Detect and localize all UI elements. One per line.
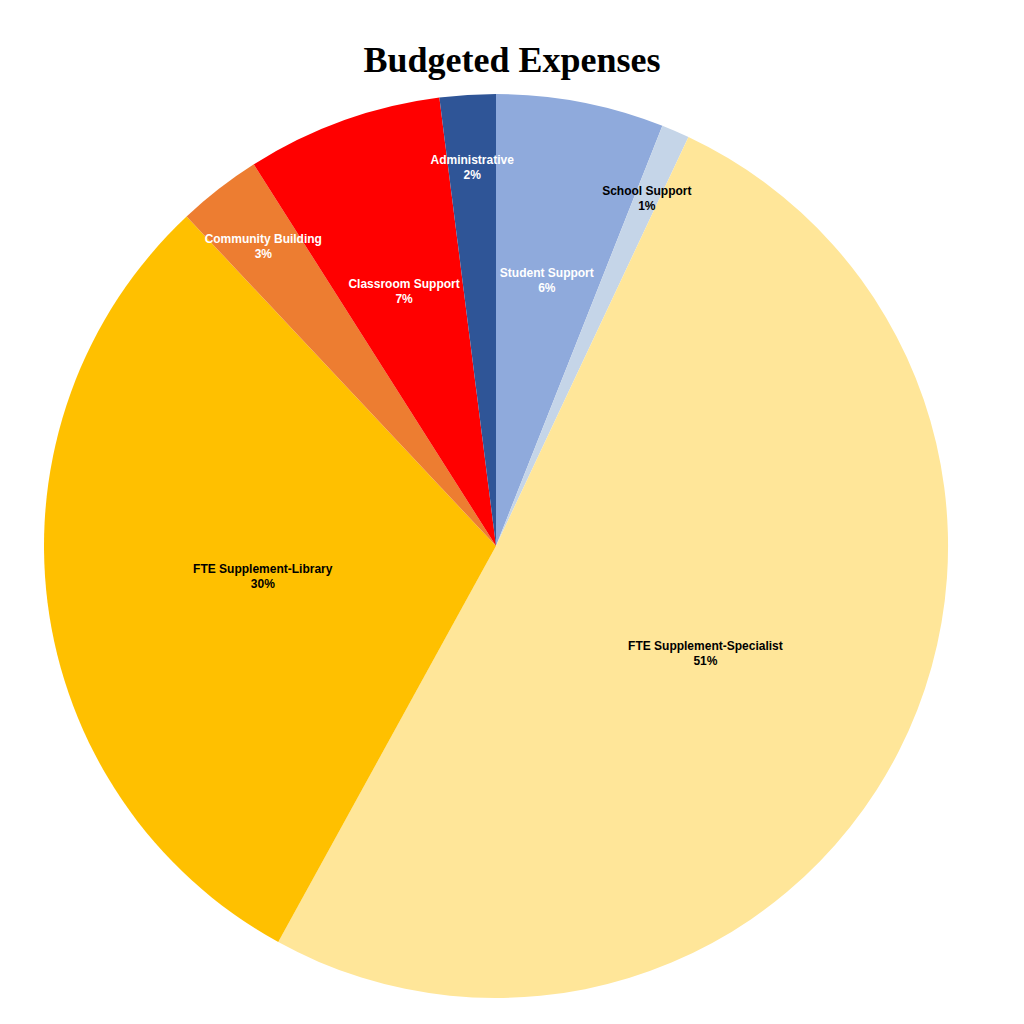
data-labels: Student Support6% School Support1% FTE Sup… xyxy=(193,153,783,668)
slices xyxy=(44,94,948,998)
slice-value-label: 7% xyxy=(395,292,413,306)
chart-container: Budgeted Expenses Student Support6% School… xyxy=(0,0,1024,1024)
chart-title: Budgeted Expenses xyxy=(363,40,660,80)
slice-value-label: 2% xyxy=(464,168,482,182)
slice-label: Classroom Support xyxy=(348,277,459,291)
slice-value-label: 51% xyxy=(693,654,717,668)
chart-svg: Budgeted Expenses Student Support6% School… xyxy=(0,0,1024,1024)
slice-value-label: 3% xyxy=(255,247,273,261)
slice-label: FTE Supplement-Library xyxy=(193,562,333,576)
slice-label: Community Building xyxy=(205,232,322,246)
slice-value-label: 1% xyxy=(638,199,656,213)
slice-label: FTE Supplement-Specialist xyxy=(628,639,783,653)
slice-label: Administrative xyxy=(431,153,515,167)
slice-value-label: 30% xyxy=(251,577,275,591)
slice-label: Student Support xyxy=(500,266,594,280)
slice-label: School Support xyxy=(602,184,691,198)
slice-value-label: 6% xyxy=(538,281,556,295)
